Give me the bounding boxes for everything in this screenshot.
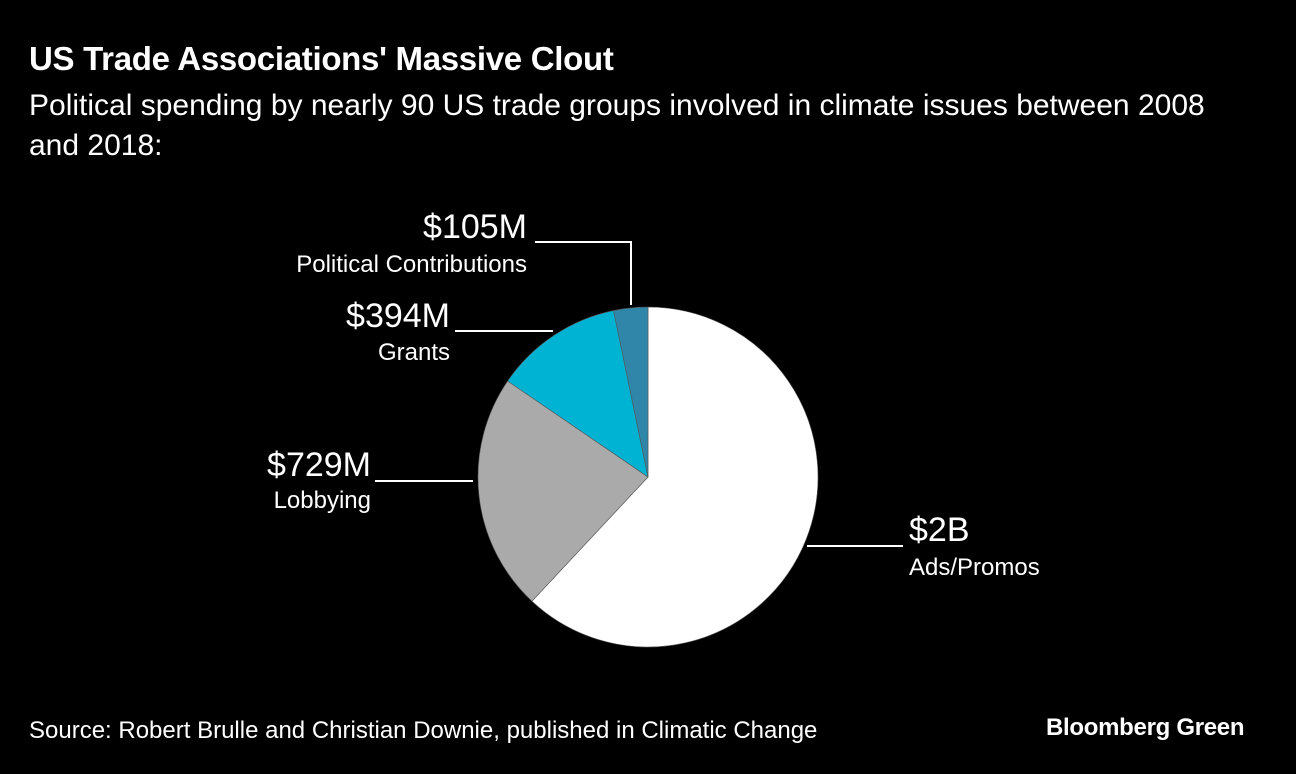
- leader-line-political: [535, 241, 632, 305]
- pie-slice-political-contributions: [613, 306, 649, 478]
- value-label-lobbying: $729M: [267, 446, 371, 484]
- pie-slice-grants: [507, 310, 649, 478]
- bloomberg-green-logo: Bloomberg Green: [1046, 714, 1245, 741]
- slice-label-lobbying: Lobbying: [274, 487, 371, 514]
- pie-slice-lobbying: [477, 380, 649, 602]
- slice-label-ads: Ads/Promos: [909, 554, 1040, 581]
- value-label-ads: $2B: [909, 511, 970, 549]
- slice-label-political: Political Contributions: [296, 251, 527, 278]
- slice-label-grants: Grants: [378, 339, 450, 366]
- value-label-grants: $394M: [346, 297, 450, 335]
- pie-slice-ads-promos: [531, 306, 819, 648]
- value-label-political: $105M: [423, 208, 527, 246]
- chart-title: US Trade Associations' Massive Clout: [29, 40, 614, 77]
- chart-subtitle: Political spending by nearly 90 US trade…: [29, 89, 1205, 162]
- source-note: Source: Robert Brulle and Christian Down…: [29, 717, 818, 744]
